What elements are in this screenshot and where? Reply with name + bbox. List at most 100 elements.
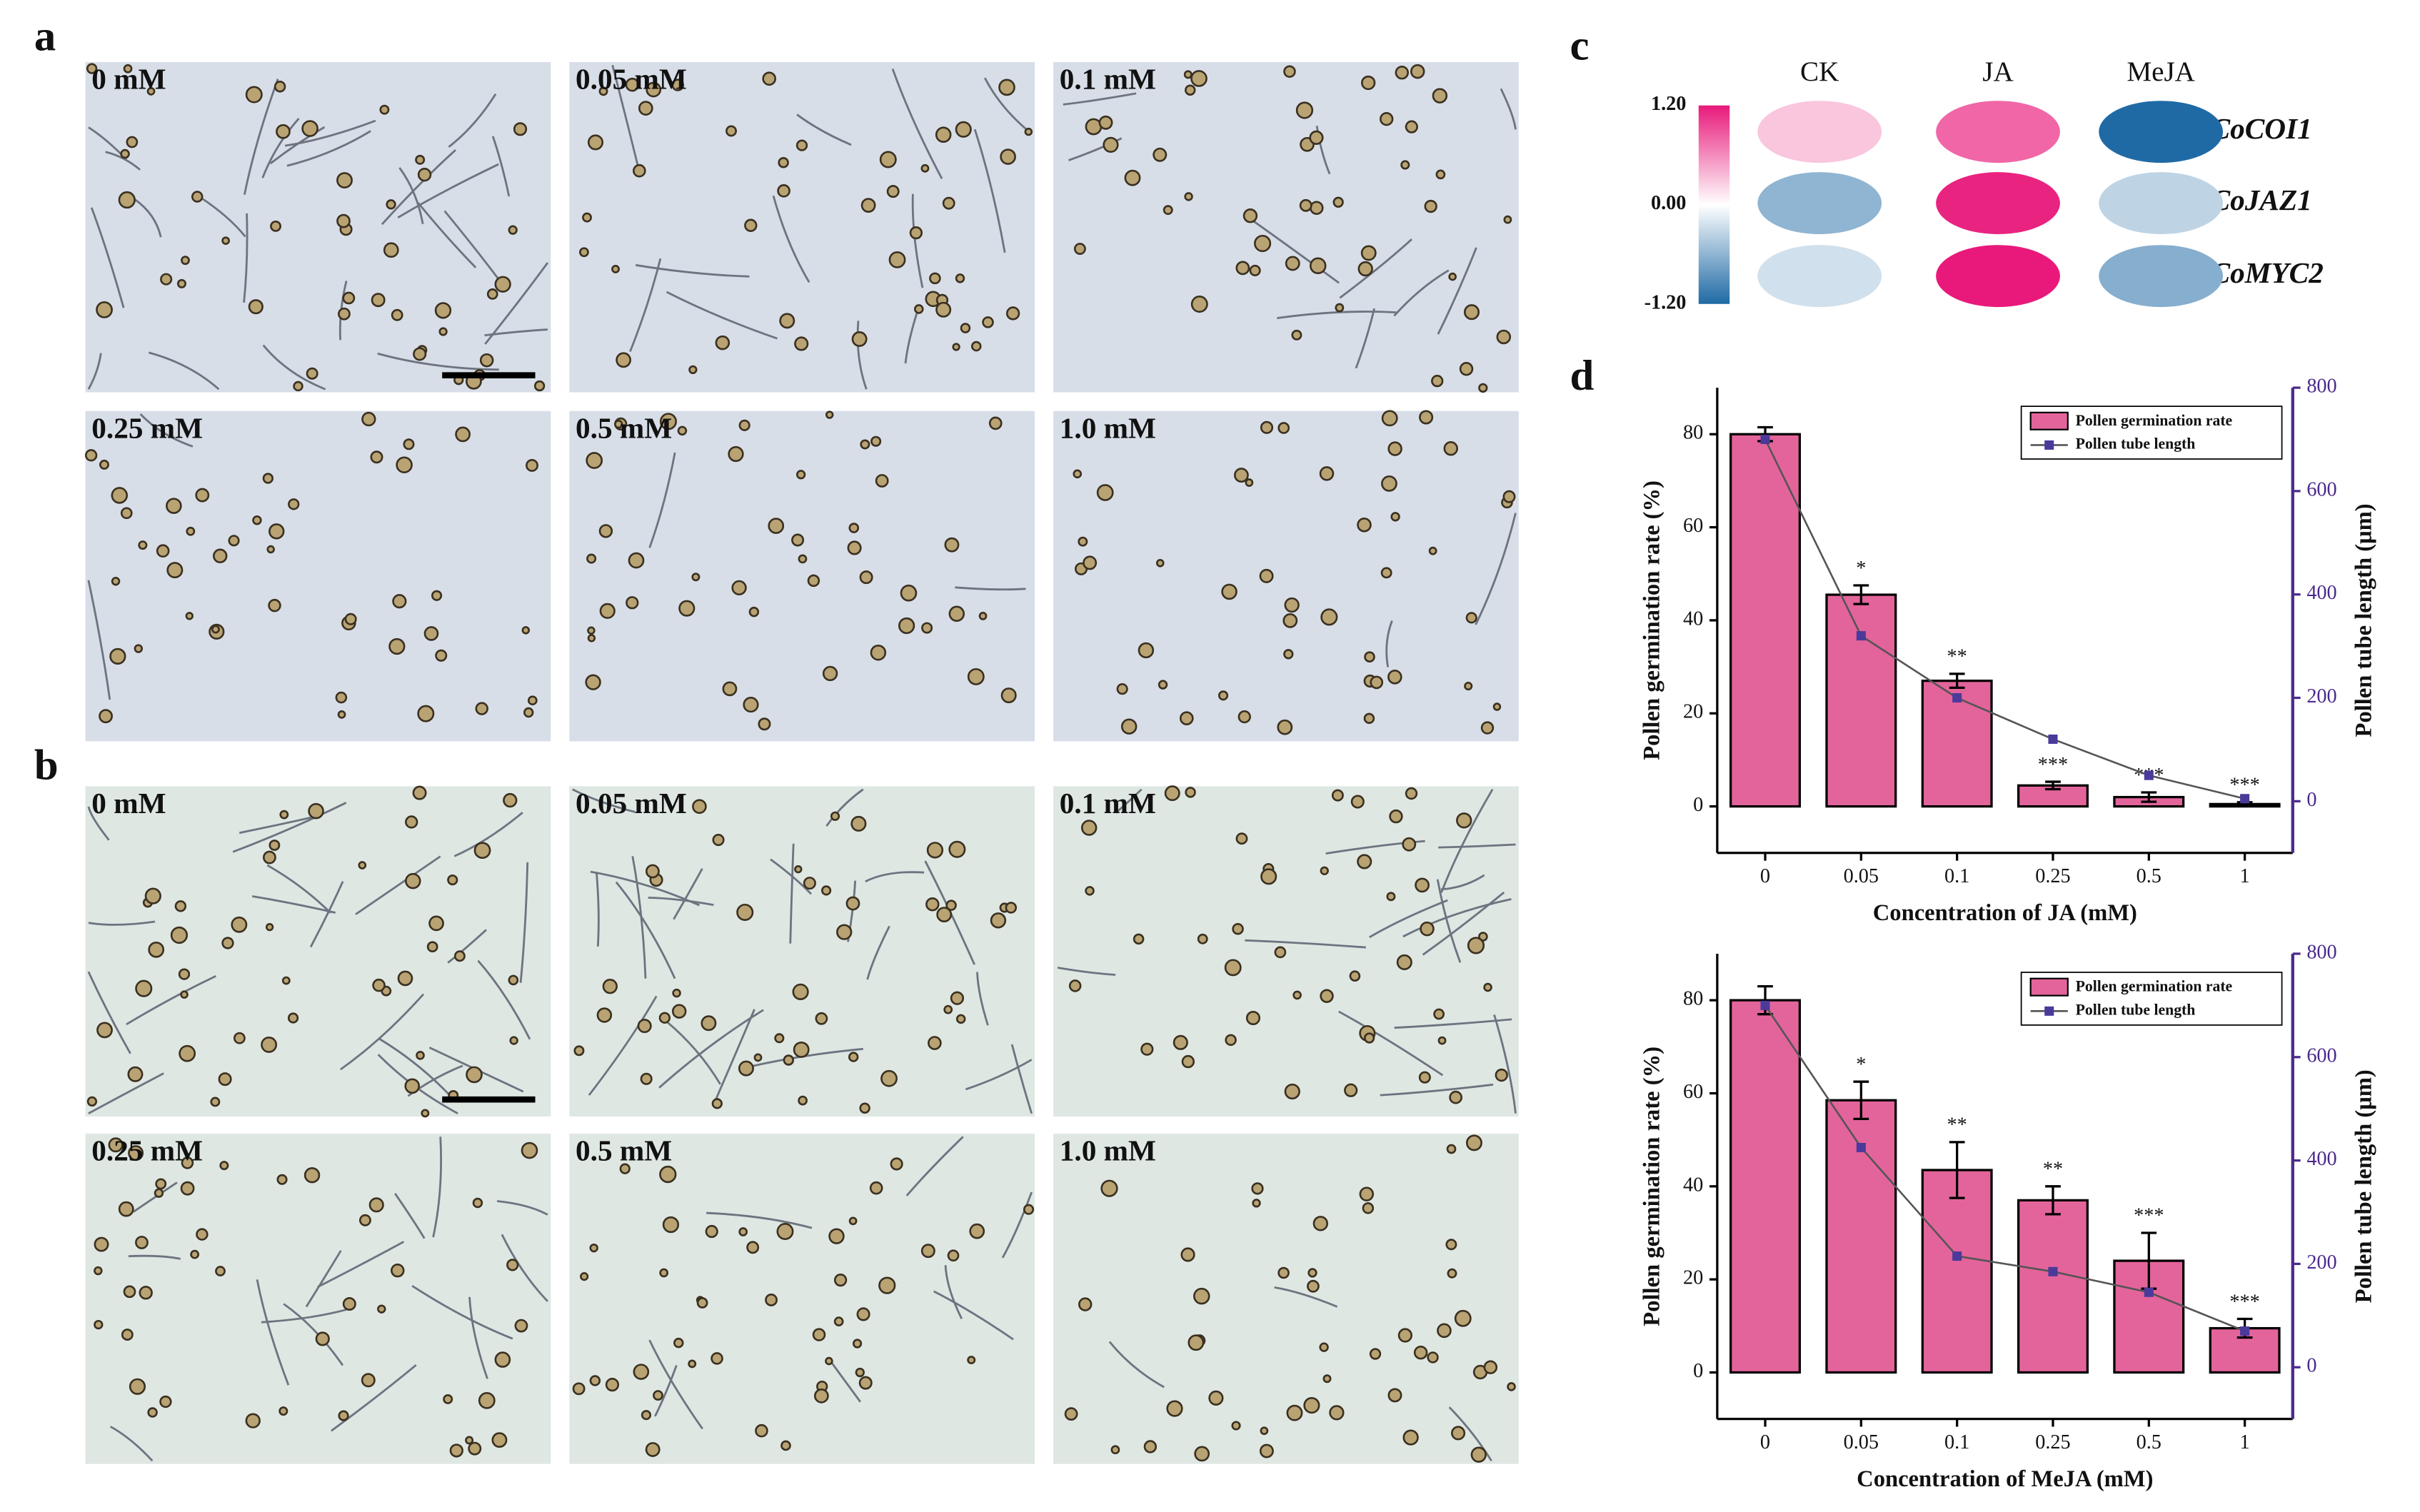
pollen-grain <box>736 903 754 922</box>
pollen-grain <box>1116 683 1128 695</box>
y-tick-label: 80 <box>1683 422 1703 444</box>
heat-cell <box>2099 245 2224 308</box>
pollen-grain <box>659 413 677 430</box>
pollen-grain <box>99 459 109 470</box>
heat-cell <box>1936 245 2060 308</box>
x-axis-title: Concentration of MeJA (mM) <box>1857 1466 2153 1492</box>
pollen-grain <box>776 1223 794 1241</box>
pollen-grain <box>1083 555 1098 570</box>
pollen-grain <box>160 273 173 286</box>
pollen-grain <box>94 1266 103 1276</box>
pollen-grain <box>473 842 491 860</box>
pollen-tube <box>355 855 441 915</box>
pollen-grain <box>1312 1216 1329 1231</box>
pollen-grain <box>653 1390 663 1401</box>
pollen-tube <box>1063 92 1137 106</box>
pollen-grain <box>148 941 165 958</box>
pollen-tube <box>501 1234 548 1302</box>
pollen-grain <box>1413 1345 1428 1360</box>
pollen-tube <box>1500 88 1517 130</box>
pollen-grain <box>1380 112 1394 126</box>
pollen-grain <box>813 1388 829 1403</box>
pollen-grain <box>586 553 597 564</box>
pollen-grain <box>494 1351 511 1368</box>
y-tick-label: 20 <box>1683 1267 1703 1289</box>
pollen-grain <box>180 990 189 999</box>
pollen-grain <box>1410 64 1425 79</box>
pollen-grain <box>428 915 444 932</box>
pollen-tube <box>477 959 531 1040</box>
pollen-grain <box>855 1367 865 1378</box>
pollen-tube <box>654 1365 678 1417</box>
pollen-grain <box>738 419 750 431</box>
pollen-grain <box>1309 257 1327 275</box>
pollen-grain <box>1274 946 1287 959</box>
pollen-tube <box>1380 1083 1494 1097</box>
pollen-grain <box>135 1236 149 1249</box>
pollen-grain <box>794 336 809 351</box>
pollen-grain <box>602 979 618 994</box>
pollen-tube <box>572 788 636 813</box>
pollen-grain <box>118 1201 134 1217</box>
pollen-grain <box>377 1304 386 1314</box>
pollen-grain <box>705 1224 718 1239</box>
panel-label: b <box>34 741 59 789</box>
pollen-grain <box>825 1356 833 1366</box>
pollen-grain <box>967 667 985 685</box>
pollen-grain <box>1507 1382 1516 1391</box>
pollen-grain <box>1100 1179 1118 1197</box>
y2-tick-label: 0 <box>2306 1355 2316 1377</box>
pollen-grain <box>1291 329 1302 341</box>
pollen-grain <box>1480 721 1495 735</box>
pollen-grain <box>596 1007 613 1023</box>
pollen-grain <box>836 924 853 940</box>
pollen-grain <box>1329 1405 1345 1421</box>
pollen-grain <box>335 691 348 704</box>
pollen-grain <box>144 887 161 904</box>
pollen-grain <box>1179 711 1194 726</box>
pollen-grain <box>755 1423 768 1438</box>
micrograph: 0.1 mM <box>1053 61 1519 393</box>
pollen-tube <box>139 413 194 448</box>
pollen-grain <box>777 184 790 198</box>
micrograph: 0.25 mM <box>84 410 551 742</box>
pollen-grain <box>1390 512 1400 522</box>
pollen-grain <box>833 1274 848 1287</box>
pollen-grain <box>1502 490 1516 503</box>
pollen-grain <box>626 596 639 610</box>
pollen-grain <box>513 122 528 136</box>
pollen-grain <box>403 438 415 450</box>
micrograph-label: 0.25 mM <box>91 411 203 444</box>
pollen-tube <box>149 351 220 390</box>
pollen-tube <box>496 1200 548 1216</box>
pollen-grain <box>1181 1054 1195 1069</box>
pollen-grain <box>1357 261 1373 277</box>
pollen-grain <box>659 1165 677 1184</box>
pollen-grain <box>822 665 838 682</box>
pollen-grain <box>748 606 760 618</box>
pollen-grain <box>1470 1446 1487 1463</box>
pollen-tube <box>286 130 371 167</box>
pollen-grain <box>185 612 194 620</box>
pollen-tube <box>1437 247 1477 335</box>
pollen-grain <box>1402 837 1417 852</box>
pollen-grain <box>1073 469 1083 479</box>
pollen-tube <box>1277 311 1397 320</box>
panel-label: d <box>1570 352 1594 400</box>
pollen-tube <box>109 1426 154 1462</box>
pollen-tube <box>1108 1341 1165 1388</box>
pollen-tube <box>1493 1014 1517 1114</box>
pollen-tube <box>453 812 523 857</box>
pollen-grain <box>712 833 725 847</box>
pollen-grain <box>248 299 263 315</box>
legend-marker <box>2044 440 2054 450</box>
pollen-grain <box>945 899 957 911</box>
pollen-grain <box>1155 558 1165 568</box>
pollen-grain <box>508 225 518 235</box>
heat-cell <box>1936 172 2060 235</box>
line-marker <box>1760 1000 1770 1010</box>
pollen-tube <box>631 856 647 979</box>
pollen-grain <box>605 1378 620 1392</box>
pollen-grain <box>845 896 860 911</box>
pollen-grain <box>960 323 971 333</box>
